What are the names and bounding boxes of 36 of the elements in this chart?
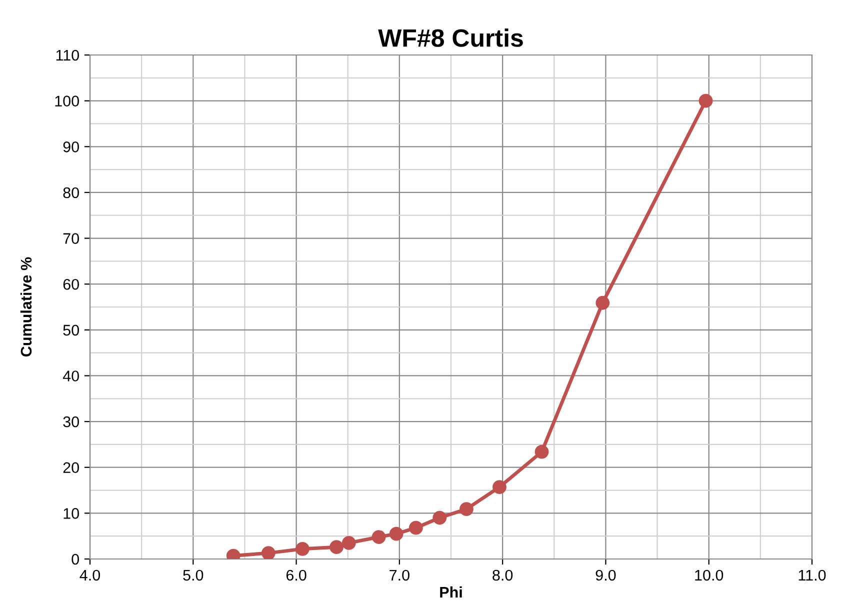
y-tick-label: 60	[63, 278, 79, 290]
x-tick-label: 4.0	[80, 570, 100, 581]
point	[389, 526, 404, 541]
y-tick-label: 30	[63, 416, 79, 428]
x-tick-label: 6.0	[286, 570, 306, 581]
point	[261, 546, 276, 559]
x-axis-title: Phi	[440, 586, 462, 598]
y-tick-label: 90	[63, 142, 79, 152]
y-tick-label: 80	[63, 187, 79, 198]
x-tick-label: 9.0	[596, 570, 616, 581]
x-tick-label: 7.0	[390, 570, 410, 581]
y-tick-label: 40	[62, 370, 79, 382]
point	[408, 520, 423, 535]
y-tick-label: 100	[55, 96, 79, 107]
point	[342, 536, 356, 550]
point	[460, 502, 474, 516]
point	[492, 480, 506, 494]
y-tick-label: 10	[64, 508, 79, 519]
x-tick-label: 8.0	[492, 570, 513, 581]
y-tick-label: 0	[72, 554, 79, 565]
y-tick-label: 20	[63, 462, 79, 474]
chart-title: WF#8 Curtis	[378, 28, 523, 47]
point	[296, 542, 310, 556]
y-tick-label: 110	[56, 50, 79, 61]
point	[534, 444, 549, 459]
x-tick-label: 11.0	[798, 570, 826, 581]
point	[698, 94, 713, 108]
point	[432, 510, 447, 525]
point	[330, 540, 344, 554]
point	[372, 530, 386, 544]
y-axis-title: Cumulative %	[20, 257, 32, 356]
y-tick-label: 70	[63, 233, 79, 244]
y-tick-label: 50	[63, 324, 79, 336]
x-tick-label: 10.0	[695, 570, 724, 581]
point	[596, 296, 610, 310]
x-tick-label: 5.0	[183, 570, 204, 581]
